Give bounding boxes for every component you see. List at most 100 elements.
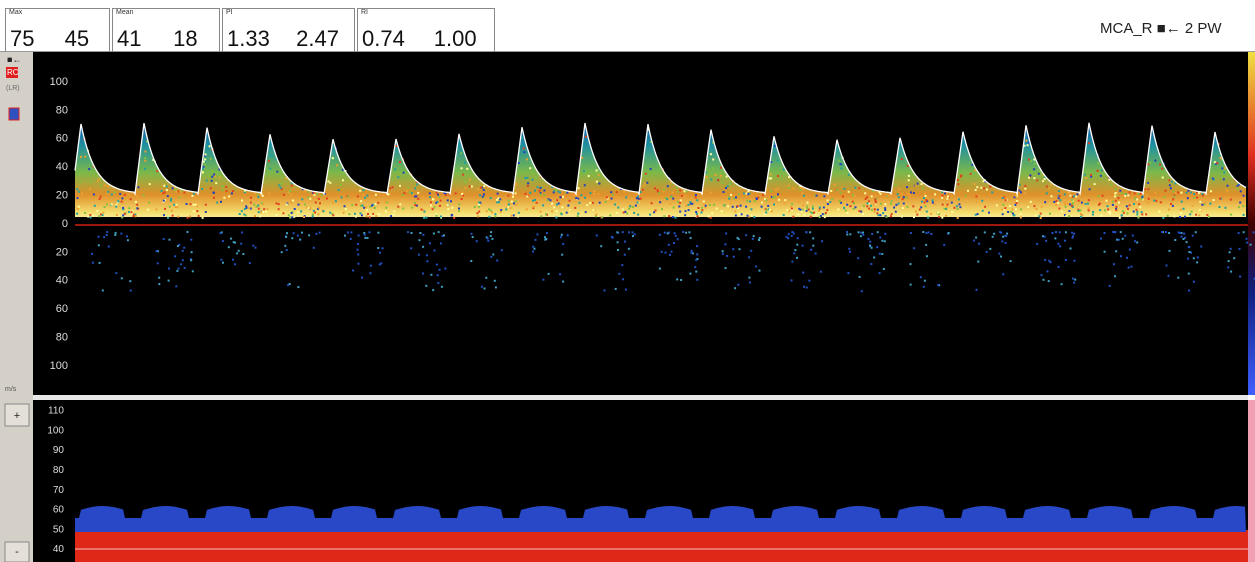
spectrum-speckle [1075,196,1077,198]
tool-icon[interactable] [9,108,19,120]
spectrum-speckle [688,204,690,206]
spectrum-speckle [1129,204,1131,206]
spectrum-speckle [1098,195,1100,197]
spectrum-speckle [1007,211,1009,213]
spectrum-speckle [1240,190,1242,192]
spectrum-speckle [318,198,320,200]
spectrum-speckle [1136,213,1138,215]
spectrum-speckle [495,216,497,218]
spectrum-speckle [703,200,705,202]
reverse-speckle [495,286,497,288]
spectrum-speckle [347,196,349,198]
mmode-axis-label: 80 [53,465,65,476]
spectrum-speckle [403,172,405,174]
spectrum-speckle [863,205,865,207]
spectrum-speckle [848,174,850,176]
spectrum-speckle [1237,185,1239,187]
spectrum-speckle [1239,202,1241,204]
spectrum-speckle [1046,186,1048,188]
spectrum-speckle [910,191,912,193]
spectrum-speckle [1155,200,1157,202]
spectrum-speckle [1136,211,1138,213]
reverse-speckle [168,280,170,282]
spectrum-speckle [121,217,123,219]
spectrum-speckle [1230,214,1232,216]
reverse-speckle [884,240,886,242]
spectrum-speckle [1020,213,1022,215]
spectrum-speckle [1124,193,1126,195]
spectrum-speckle [176,191,178,193]
reverse-speckle [883,268,885,270]
reverse-speckle [377,232,379,234]
spectrum-speckle [1024,185,1026,187]
spectrum-speckle [1118,202,1120,204]
spectrum-speckle [432,198,434,200]
spectrum-speckle [877,214,879,216]
spectrum-speckle [447,208,449,210]
spectrum-speckle [913,216,915,218]
spectrum-speckle [461,198,463,200]
spectrum-speckle [1014,204,1016,206]
reverse-speckle [184,267,186,269]
spectrum-speckle [414,187,416,189]
spectrum-speckle [721,182,723,184]
spectrum-speckle [551,210,553,212]
spectrum-speckle [447,199,449,201]
screen: {"header": {"fields": [ {"label": "Max",… [0,0,1255,562]
reverse-speckle [923,286,925,288]
spectrum-speckle [1027,206,1029,208]
spectrum-speckle [777,193,779,195]
reverse-speckle [1041,274,1043,276]
reverse-speckle [752,238,754,240]
spectrum-axis-label: 60 [56,133,68,145]
reverse-speckle [361,277,363,279]
spectrum-speckle [643,185,645,187]
reverse-speckle [1131,266,1133,268]
spectrum-speckle [610,191,612,193]
spectrum-speckle [586,204,588,206]
zoom-in-label[interactable]: + [14,410,20,422]
spectrum-speckle [806,202,808,204]
reverse-speckle [1000,256,1002,258]
spectrum-speckle [254,215,256,217]
spectrum-speckle [590,192,592,194]
spectrum-speckle [734,211,736,213]
spectrum-speckle [915,185,917,187]
reverse-speckle [1059,245,1061,247]
spectrum-speckle [1174,182,1176,184]
spectrum-speckle [96,210,98,212]
spectrum-speckle [208,175,210,177]
spectrum-speckle [115,206,117,208]
spectrum-speckle [1225,207,1227,209]
spectrum-speckle [766,209,768,211]
spectrum-speckle [1051,195,1053,197]
reverse-speckle [115,272,117,274]
spectrum-speckle [261,202,263,204]
reverse-speckle [559,273,561,275]
reverse-speckle [1126,257,1128,259]
spectrum-speckle [345,208,347,210]
spectrum-speckle [735,196,737,198]
spectrum-speckle [1121,192,1123,194]
spectrum-speckle [922,188,924,190]
reverse-speckle [532,251,534,253]
spectrum-speckle [478,211,480,213]
spectrum-speckle [679,190,681,192]
spectrum-speckle [679,211,681,213]
spectrum-speckle [310,207,312,209]
spectrum-speckle [1201,193,1203,195]
spectrum-speckle [551,203,553,205]
reverse-speckle [319,232,321,234]
spectrum-speckle [278,203,280,205]
spectrum-speckle [1064,202,1066,204]
spectrum-speckle [88,168,90,170]
spectrum-speckle [1071,199,1073,201]
spectrum-speckle [788,187,790,189]
reverse-speckle [870,263,872,265]
spectrum-speckle [839,200,841,202]
spectrum-speckle [1099,209,1101,211]
spectrum-speckle [975,189,977,191]
spectrum-speckle [451,214,453,216]
zoom-out-label[interactable]: - [15,546,19,558]
spectrum-speckle [1119,190,1121,192]
